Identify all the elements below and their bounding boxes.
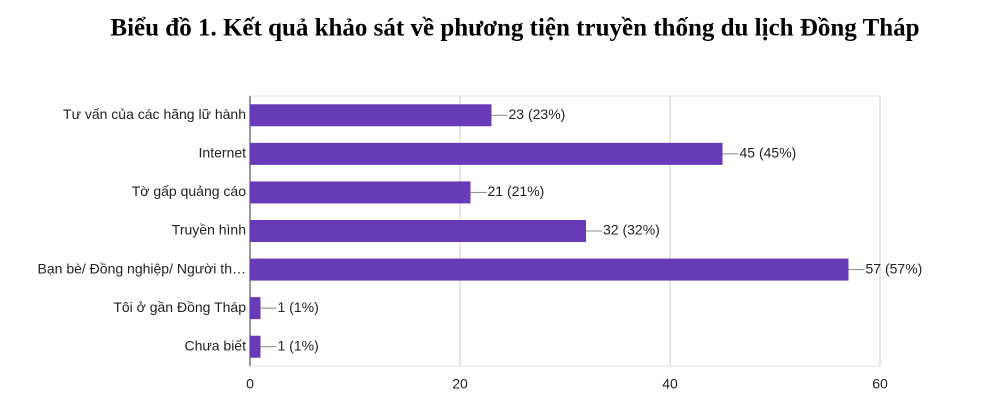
value-label: 45 (45%) xyxy=(740,145,797,161)
y-tick-label: Truyền hình xyxy=(172,222,246,238)
value-label: 23 (23%) xyxy=(509,106,566,122)
bar xyxy=(250,104,492,127)
bar xyxy=(250,142,723,165)
x-tick-label: 60 xyxy=(872,376,888,392)
x-tick-label: 0 xyxy=(246,376,254,392)
y-tick-label: Internet xyxy=(199,145,247,161)
bar xyxy=(250,297,261,320)
y-tick-label: Bạn bè/ Đồng nghiệp/ Người th… xyxy=(38,260,246,276)
bar xyxy=(250,181,471,204)
chart-title: Biểu đồ 1. Kết quả khảo sát về phương ti… xyxy=(110,15,919,42)
x-tick-label: 40 xyxy=(662,376,678,392)
y-tick-label: Tờ gấp quảng cáo xyxy=(132,183,246,199)
value-label: 57 (57%) xyxy=(866,260,923,276)
bar xyxy=(250,335,261,358)
value-label: 1 (1%) xyxy=(278,337,319,353)
x-tick-label: 20 xyxy=(452,376,468,392)
value-label: 32 (32%) xyxy=(603,222,660,238)
y-tick-label: Tôi ở gần Đồng Tháp xyxy=(113,299,246,315)
value-label: 1 (1%) xyxy=(278,299,319,315)
bar xyxy=(250,258,849,281)
y-tick-label: Tư vấn của các hãng lữ hành xyxy=(63,106,246,122)
value-label: 21 (21%) xyxy=(488,183,545,199)
y-tick-label: Chưa biết xyxy=(184,337,246,353)
bar xyxy=(250,220,586,242)
